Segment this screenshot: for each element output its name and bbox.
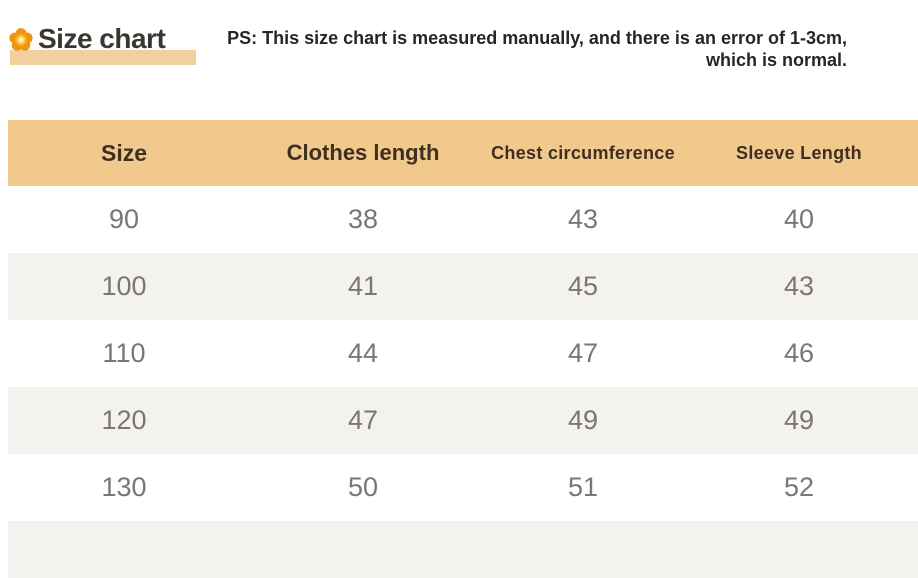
table-row-size-120: 120 47 49 49: [8, 387, 918, 454]
cell-chest-circumference: 45: [567, 271, 599, 301]
cell-sleeve-length: 46: [783, 338, 815, 368]
table-row-size-90: 90 38 43 40: [8, 186, 918, 253]
cell-clothes-length: 41: [347, 271, 379, 301]
column-header-chest-circumference: Chest circumference: [491, 142, 675, 163]
cell-size: 90: [108, 204, 140, 234]
cell-chest-circumference: 49: [567, 405, 599, 435]
note-line-2: which is normal.: [705, 50, 847, 70]
cell-chest-circumference: 47: [567, 338, 599, 368]
table-row-size-100: 100 41 45 43: [8, 253, 918, 320]
cell-clothes-length: 50: [347, 472, 379, 502]
cell-clothes-length: 47: [347, 405, 379, 435]
cell-size: 100: [101, 271, 147, 301]
flower-icon: [9, 28, 33, 51]
column-header-clothes-length: Clothes length: [286, 140, 440, 165]
cell-size: 110: [102, 338, 146, 368]
measurement-note: PS: This size chart is measured manually…: [227, 27, 847, 71]
table-row-size-110: 110 44 47 46: [8, 320, 918, 387]
size-table: Size Clothes length Chest circumference …: [8, 120, 918, 578]
page-title: Size chart: [8, 23, 196, 68]
cell-clothes-length: 44: [347, 338, 379, 368]
title-highlight-bar: [10, 50, 196, 65]
size-table-header-row: Size Clothes length Chest circumference …: [8, 120, 918, 186]
cell-size: 130: [101, 472, 147, 502]
column-header-size: Size: [100, 139, 148, 166]
cell-size: 120: [101, 405, 147, 435]
cell-clothes-length: 38: [347, 204, 379, 234]
cell-sleeve-length: 49: [783, 405, 815, 435]
cell-sleeve-length: 52: [783, 472, 815, 502]
column-header-sleeve-length: Sleeve Length: [736, 142, 862, 163]
table-row-size-130: 130 50 51 52: [8, 454, 918, 521]
cell-sleeve-length: 40: [783, 204, 815, 234]
table-row-empty: [8, 521, 918, 578]
cell-chest-circumference: 43: [567, 204, 599, 234]
note-line-1: PS: This size chart is measured manually…: [227, 28, 847, 48]
page-title-text: Size chart: [38, 23, 166, 54]
cell-chest-circumference: 51: [567, 472, 599, 502]
cell-sleeve-length: 43: [783, 271, 815, 301]
